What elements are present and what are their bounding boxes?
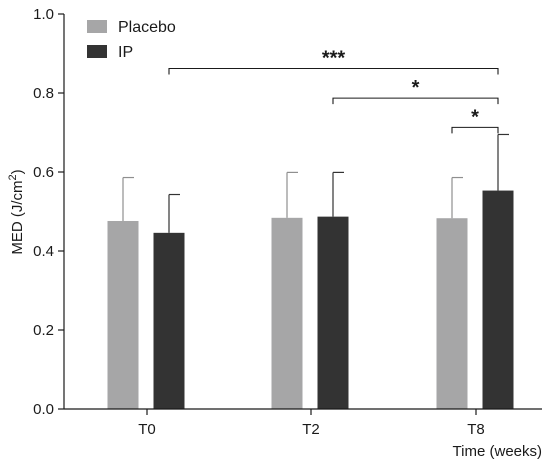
y-axis-label-base: MED (J/cm bbox=[9, 180, 26, 254]
error-bars-layer bbox=[122, 133, 509, 233]
bar-placebo-t2 bbox=[271, 217, 303, 409]
x-axis-label: Time (weeks) bbox=[453, 443, 542, 460]
axes-layer bbox=[63, 14, 542, 410]
bar-placebo-t0 bbox=[107, 220, 139, 409]
y-tick-label: 0.0 bbox=[33, 401, 54, 418]
legend-swatch-placebo bbox=[87, 20, 107, 33]
y-axis-label-suffix: ) bbox=[9, 169, 26, 174]
legend: Placebo IP bbox=[87, 19, 176, 61]
y-axis-label-superscript: 2 bbox=[7, 174, 19, 180]
legend-label-placebo: Placebo bbox=[118, 19, 176, 36]
significance-bracket bbox=[332, 97, 499, 105]
significance-bracket bbox=[168, 67, 499, 75]
y-axis-label: MED (J/cm2) bbox=[7, 169, 26, 254]
legend-swatch-ip bbox=[87, 45, 107, 58]
y-tick-label: 0.4 bbox=[33, 243, 54, 260]
x-ticks-layer: T0 T2 T8 bbox=[138, 409, 485, 438]
x-tick-label: T8 bbox=[467, 421, 485, 438]
y-tick-label: 0.6 bbox=[33, 164, 54, 181]
y-tick-label: 1.0 bbox=[33, 6, 54, 23]
bar-placebo-t8 bbox=[436, 218, 468, 409]
significance-layer: ***** bbox=[168, 48, 499, 134]
x-tick-label: T0 bbox=[138, 421, 156, 438]
y-ticks-layer: 0.0 0.2 0.4 0.6 0.8 1.0 bbox=[33, 6, 64, 418]
bars-layer bbox=[107, 190, 514, 409]
y-tick-label: 0.8 bbox=[33, 85, 54, 102]
significance-label: * bbox=[471, 106, 479, 128]
x-tick-label: T2 bbox=[302, 421, 320, 438]
significance-bracket bbox=[451, 126, 499, 134]
bar-ip-t8 bbox=[482, 190, 514, 409]
bar-ip-t2 bbox=[317, 216, 349, 409]
significance-label: * bbox=[412, 77, 420, 99]
y-tick-label: 0.2 bbox=[33, 322, 54, 339]
significance-label: *** bbox=[322, 48, 346, 70]
legend-label-ip: IP bbox=[118, 44, 133, 61]
bar-ip-t0 bbox=[153, 232, 185, 409]
